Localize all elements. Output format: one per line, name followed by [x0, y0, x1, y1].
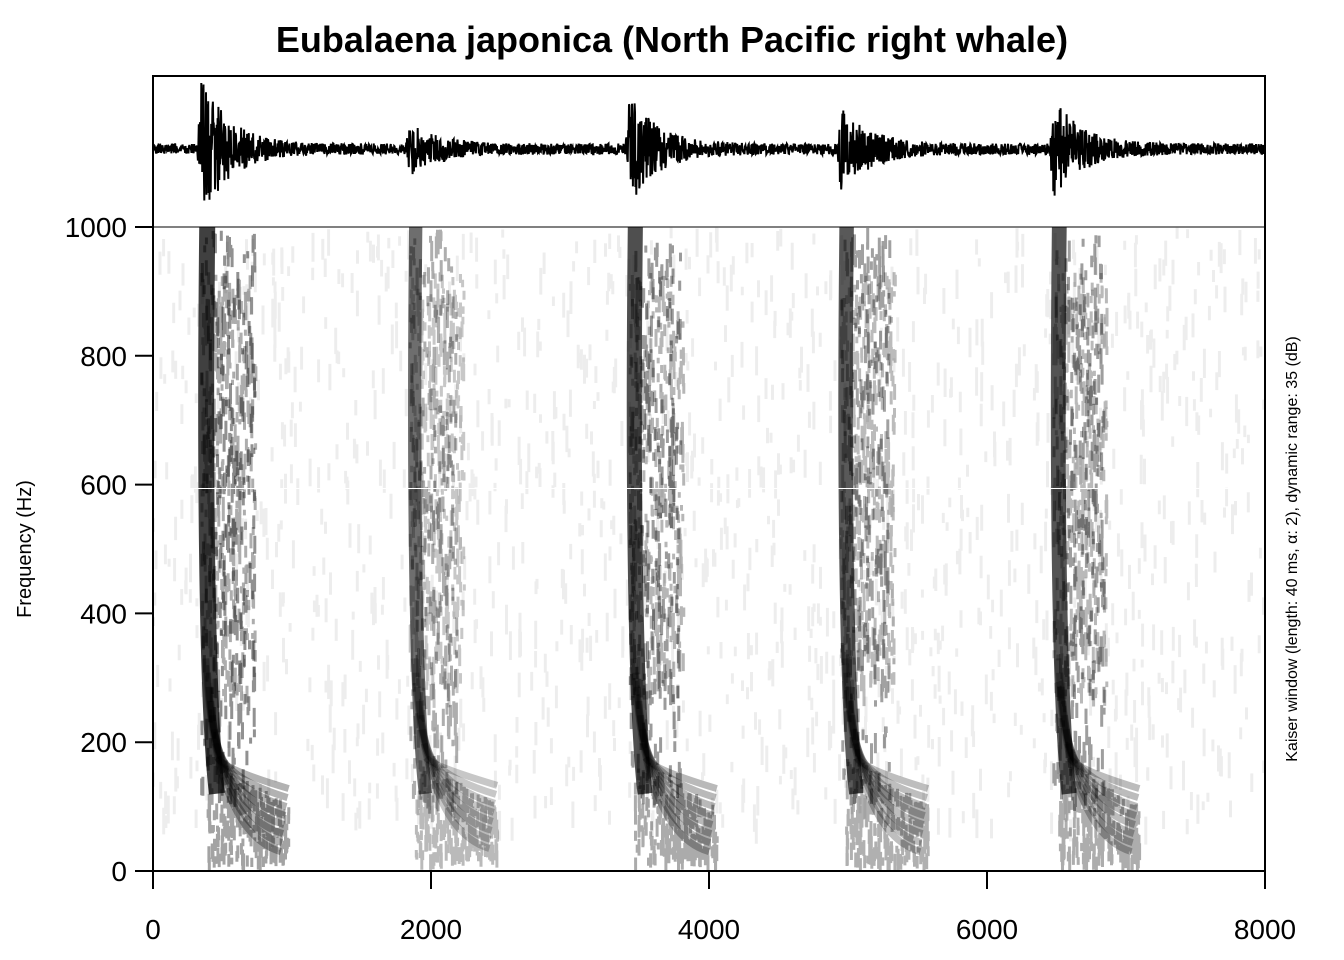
y-axis-label: Frequency (Hz): [14, 480, 36, 618]
y-tick-label: 800: [80, 341, 127, 372]
call-low-sweep: [850, 728, 927, 810]
y-tick-label: 0: [111, 856, 127, 887]
call-low-sweep: [1059, 700, 1136, 828]
call-low-sweep: [423, 755, 499, 789]
call-onset-core: [1050, 227, 1077, 795]
call-low-sweep: [853, 755, 930, 792]
call-low-energy: [845, 759, 930, 871]
call-low-sweep: [209, 714, 287, 819]
call-low-sweep: [414, 686, 493, 834]
call-harmonic-energy: [408, 273, 466, 708]
x-tick-label: 2000: [400, 914, 462, 945]
call-low-sweep: [214, 755, 290, 792]
window-settings-note: Kaiser window (length: 40 ms, α: 2), dyn…: [1284, 336, 1301, 761]
call-low-sweep: [638, 728, 716, 810]
call-low-sweep: [642, 755, 718, 792]
call-onset-core: [626, 227, 653, 795]
call-low-sweep: [202, 658, 282, 856]
call-low-sweep: [632, 672, 712, 847]
call-low-sweep: [633, 686, 713, 838]
call-2: [408, 227, 500, 870]
call-low-sweep: [1057, 686, 1135, 838]
call-low-sweep: [1066, 755, 1141, 792]
call-low-sweep: [635, 700, 714, 828]
call-5: [1050, 227, 1142, 871]
call-low-sweep: [412, 672, 492, 843]
call-low-sweep: [1054, 658, 1133, 856]
call-3: [626, 227, 719, 871]
call-low-sweep: [640, 742, 717, 801]
call-onset-core: [198, 227, 225, 795]
call-onset-core: [838, 227, 864, 795]
chart-title: Eubalaena japonica (North Pacific right …: [276, 19, 1068, 60]
call-low-energy: [1058, 760, 1142, 871]
y-tick-label: 400: [80, 598, 127, 629]
axes: 0 2000 4000 6000 8000 0 200 400 600 800 1000: [65, 75, 1296, 945]
call-low-sweep: [1064, 742, 1140, 801]
call-low-sweep: [845, 686, 924, 838]
call-low-sweep: [205, 686, 285, 838]
call-low-sweep: [848, 714, 926, 819]
x-tick-label: 6000: [956, 914, 1018, 945]
call-low-energy: [633, 762, 719, 871]
call-low-sweep: [851, 742, 928, 801]
call-low-sweep: [417, 714, 495, 816]
y-tick-label: 1000: [65, 212, 127, 243]
call-low-sweep: [410, 658, 491, 852]
call-low-sweep: [841, 658, 922, 856]
call-low-sweep: [637, 714, 715, 819]
call-low-sweep: [420, 742, 498, 798]
x-tick-label: 8000: [1234, 914, 1296, 945]
call-harmonic-energy: [200, 272, 258, 703]
call-low-sweep: [1062, 728, 1139, 810]
call-harmonic-energy: [839, 272, 897, 707]
call-onset-core: [408, 227, 433, 795]
waveform-trace: [152, 82, 1266, 201]
call-low-sweep: [415, 700, 494, 825]
call-low-energy: [414, 760, 500, 870]
call-low-sweep: [212, 742, 289, 801]
x-tick-label: 4000: [678, 914, 740, 945]
call-4: [838, 227, 930, 871]
call-low-sweep: [843, 672, 923, 847]
call-low-sweep: [846, 700, 925, 828]
call-low-sweep: [203, 672, 284, 847]
call-low-sweep: [630, 658, 711, 856]
call-low-sweep: [210, 728, 288, 810]
spectrogram-cells: [153, 227, 1265, 871]
call-low-energy: [205, 754, 291, 871]
waveform-plot: [152, 82, 1266, 201]
x-tick-label: 0: [145, 914, 161, 945]
y-tick-label: 600: [80, 470, 127, 501]
spectrogram-plot: [153, 227, 1265, 871]
y-tick-label: 200: [80, 727, 127, 758]
call-1: [198, 227, 291, 871]
call-harmonic-energy: [1052, 272, 1109, 707]
call-low-sweep: [419, 728, 496, 807]
call-low-sweep: [207, 700, 286, 828]
call-low-sweep: [1061, 714, 1138, 819]
call-low-sweep: [1056, 672, 1134, 847]
